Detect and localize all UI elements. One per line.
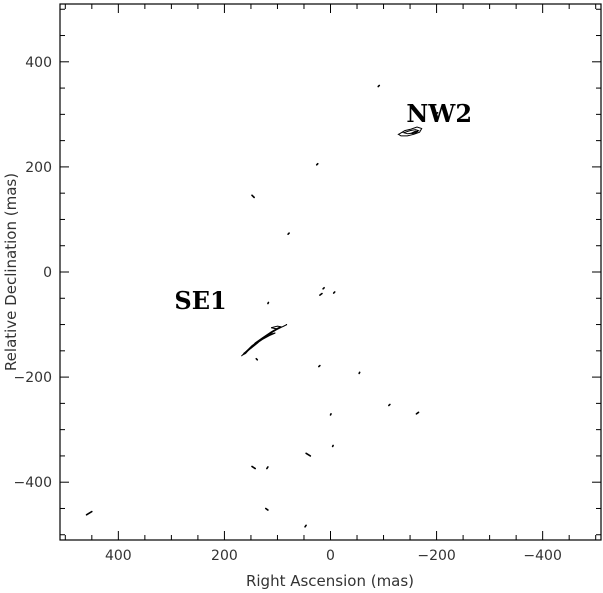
y-tick-label: 0 [43,265,52,281]
x-tick-label: −400 [523,548,561,564]
plot-content [85,84,439,528]
tick-marks [60,4,601,540]
contour-se1 [247,342,259,352]
contour-speck [287,232,290,235]
x-tick-label: 200 [211,548,238,564]
contour-speck [305,452,312,457]
contour-speck [304,524,307,528]
x-tick-labels: 400 200 0 −200 −400 [105,548,562,564]
contour-nw2 [401,129,420,135]
x-axis-label: Right Ascension (mas) [246,572,414,590]
contour-speck [388,403,391,407]
contour-speck [377,84,381,88]
y-tick-label: 200 [25,160,52,176]
contour-speck [315,162,319,166]
contour-speck [85,510,93,516]
contour-speck [318,364,321,368]
x-tick-label: 0 [326,548,335,564]
contour-se1 [241,324,288,357]
contour-speck [358,371,361,375]
contour-speck [435,111,439,115]
contour-speck [331,444,334,448]
y-tick-label: −200 [14,370,52,386]
plot-frame [59,3,602,541]
contour-speck [267,301,270,305]
y-tick-label: 400 [25,55,52,71]
y-tick-labels: 400 200 0 −200 −400 [14,55,52,491]
contour-speck [255,357,259,361]
contour-speck [266,466,269,470]
contour-speck [332,291,336,294]
contour-nw2 [409,130,419,135]
y-axis-label: Relative Declination (mas) [2,173,20,371]
contour-nw2 [397,126,423,137]
source-label-se1: SE1 [174,286,226,315]
contour-speck [415,411,420,415]
contour-speck [322,286,325,290]
contour-speck [264,507,269,511]
source-label-nw2: NW2 [406,99,472,128]
x-tick-label: 400 [105,548,132,564]
source-annotations: NW2 SE1 [174,99,472,315]
contour-se1 [270,325,283,330]
contour-speck [251,465,256,470]
contour-speck [329,413,332,416]
y-tick-label: −400 [14,475,52,491]
x-tick-label: −200 [417,548,455,564]
contour-speck [319,292,323,296]
contour-speck [251,194,255,199]
